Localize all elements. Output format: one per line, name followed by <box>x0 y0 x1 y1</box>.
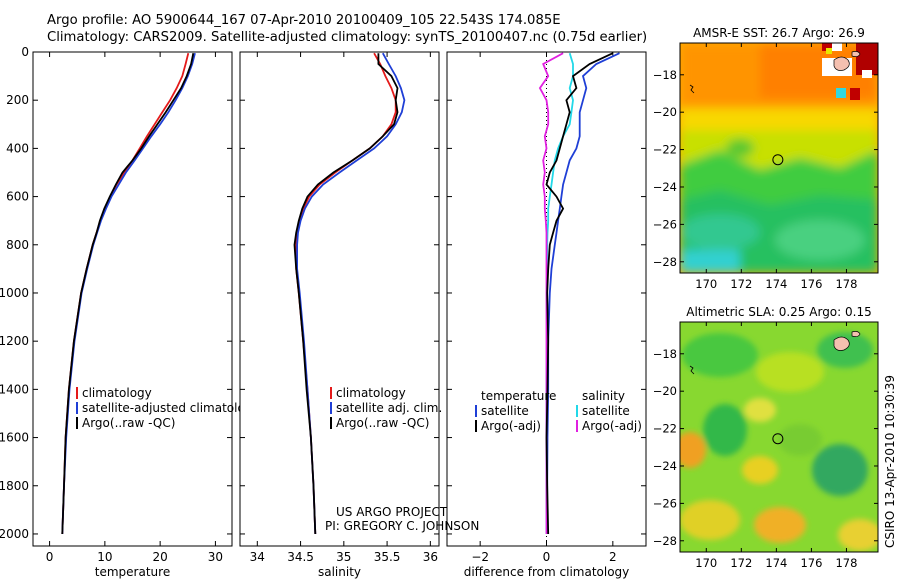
legend-label: satellite <box>481 404 529 418</box>
title-line-1: Argo profile: AO 5900644_167 07-Apr-2010… <box>47 13 561 28</box>
y-tick-label: 1600 <box>0 431 29 445</box>
sla-map: Altimetric SLA: 0.25 Argo: 0.15 <box>653 305 879 570</box>
y-tick-label: 400 <box>6 141 29 155</box>
map-x-tick-label: 176 <box>800 556 822 570</box>
map-x-tick-label: 178 <box>835 556 857 570</box>
y-tick-label: 800 <box>6 238 29 252</box>
map-y-tick-label: −22 <box>653 422 677 436</box>
sst-map-title: AMSR-E SST: 26.7 Argo: 26.9 <box>693 26 865 40</box>
panel-frame <box>239 51 440 547</box>
x-tick-label: 35.5 <box>374 550 401 564</box>
map-x-tick-label: 178 <box>835 277 857 291</box>
series-line-sal_argo <box>538 52 564 534</box>
sla-field <box>680 322 878 552</box>
y-tick-label: 1000 <box>0 286 29 300</box>
map-y-tick-label: −22 <box>653 143 677 157</box>
x-tick-label: 34 <box>250 550 265 564</box>
y-tick-label: 0 <box>21 45 29 59</box>
x-tick-label: 34.5 <box>287 550 314 564</box>
map-y-tick-label: −26 <box>653 496 677 510</box>
map-y-tick-label: −20 <box>653 384 677 398</box>
series-line-argo <box>61 53 195 535</box>
legend-label: Argo(-adj) <box>582 419 642 433</box>
map-y-tick-label: −28 <box>653 255 677 269</box>
sst-field <box>680 43 878 273</box>
legend-label: satellite <box>582 404 630 418</box>
map-x-tick-label: 176 <box>800 277 822 291</box>
x-tick-label: −2 <box>471 550 489 564</box>
legend-label: Argo(..raw -QC) <box>82 416 175 430</box>
y-tick-label: 600 <box>6 190 29 204</box>
legend-label: climatology <box>82 386 152 400</box>
x-axis-label: temperature <box>95 565 170 579</box>
x-tick-label: 30 <box>208 550 223 564</box>
map-y-tick-label: −18 <box>653 347 677 361</box>
argo-location-marker <box>772 154 784 166</box>
map-y-tick-label: −20 <box>653 105 677 119</box>
x-axis-label: difference from climatology <box>464 565 630 579</box>
x-tick-label: 0 <box>543 550 551 564</box>
y-tick-label: 1200 <box>0 334 29 348</box>
credit-line-1: US ARGO PROJECT <box>336 505 448 519</box>
legend-label: satellite-adjusted climatology <box>82 401 260 415</box>
y-tick-label: 200 <box>6 93 29 107</box>
sst-map: AMSR-E SST: 26.7 Argo: 26.9 <box>653 26 879 291</box>
figure-title: Argo profile: AO 5900644_167 07-Apr-2010… <box>47 12 647 46</box>
map-y-tick-label: −24 <box>653 459 677 473</box>
legend-header-temperature: temperature <box>481 389 556 403</box>
legend-label: climatology <box>336 386 406 400</box>
y-tick-label: 2000 <box>0 527 29 541</box>
series-line-temp_argo <box>545 52 614 535</box>
x-tick-label: 0 <box>46 550 54 564</box>
panel-salinity: 34 34.5 35 35.5 36 salinity climatologysatelli… <box>239 51 442 579</box>
y-tick-label: 1800 <box>0 479 29 493</box>
map-y-tick-label: −18 <box>653 68 677 82</box>
argo-location-marker <box>772 433 784 445</box>
legend-label: satellite adj. clim. <box>336 401 442 415</box>
legend-header-salinity: salinity <box>582 389 625 403</box>
map-y-tick-label: −24 <box>653 180 677 194</box>
credit-side: CSIRO 13-Apr-2010 10:30:39 <box>883 375 897 548</box>
panel-frame <box>32 51 233 547</box>
series-line-argo <box>293 53 399 535</box>
map-y-tick-label: −26 <box>653 217 677 231</box>
x-tick-label: 10 <box>97 550 112 564</box>
credit-line-2: PI: GREGORY C. JOHNSON <box>325 519 479 533</box>
y-tick-label: 1400 <box>0 382 29 396</box>
legend-label: Argo(..raw -QC) <box>336 416 429 430</box>
map-x-tick-label: 174 <box>765 556 787 570</box>
map-x-tick-label: 170 <box>695 556 717 570</box>
title-line-2: Climatology: CARS2009. Satellite-adjuste… <box>47 30 648 45</box>
x-tick-label: 2 <box>609 550 617 564</box>
legend-label: Argo(-adj) <box>481 419 541 433</box>
panel-temperature: 0 10 20 30 temperature 0 200 400 600 800 1000 1200 1… <box>0 45 260 579</box>
map-x-tick-label: 172 <box>730 556 752 570</box>
map-x-tick-label: 172 <box>730 277 752 291</box>
map-y-tick-label: −28 <box>653 534 677 548</box>
x-tick-label: 20 <box>152 550 167 564</box>
x-tick-label: 36 <box>423 550 438 564</box>
x-axis-label: salinity <box>318 565 361 579</box>
x-tick-label: 35 <box>336 550 351 564</box>
sla-map-title: Altimetric SLA: 0.25 Argo: 0.15 <box>686 305 871 319</box>
map-x-tick-label: 174 <box>765 277 787 291</box>
map-x-tick-label: 170 <box>695 277 717 291</box>
